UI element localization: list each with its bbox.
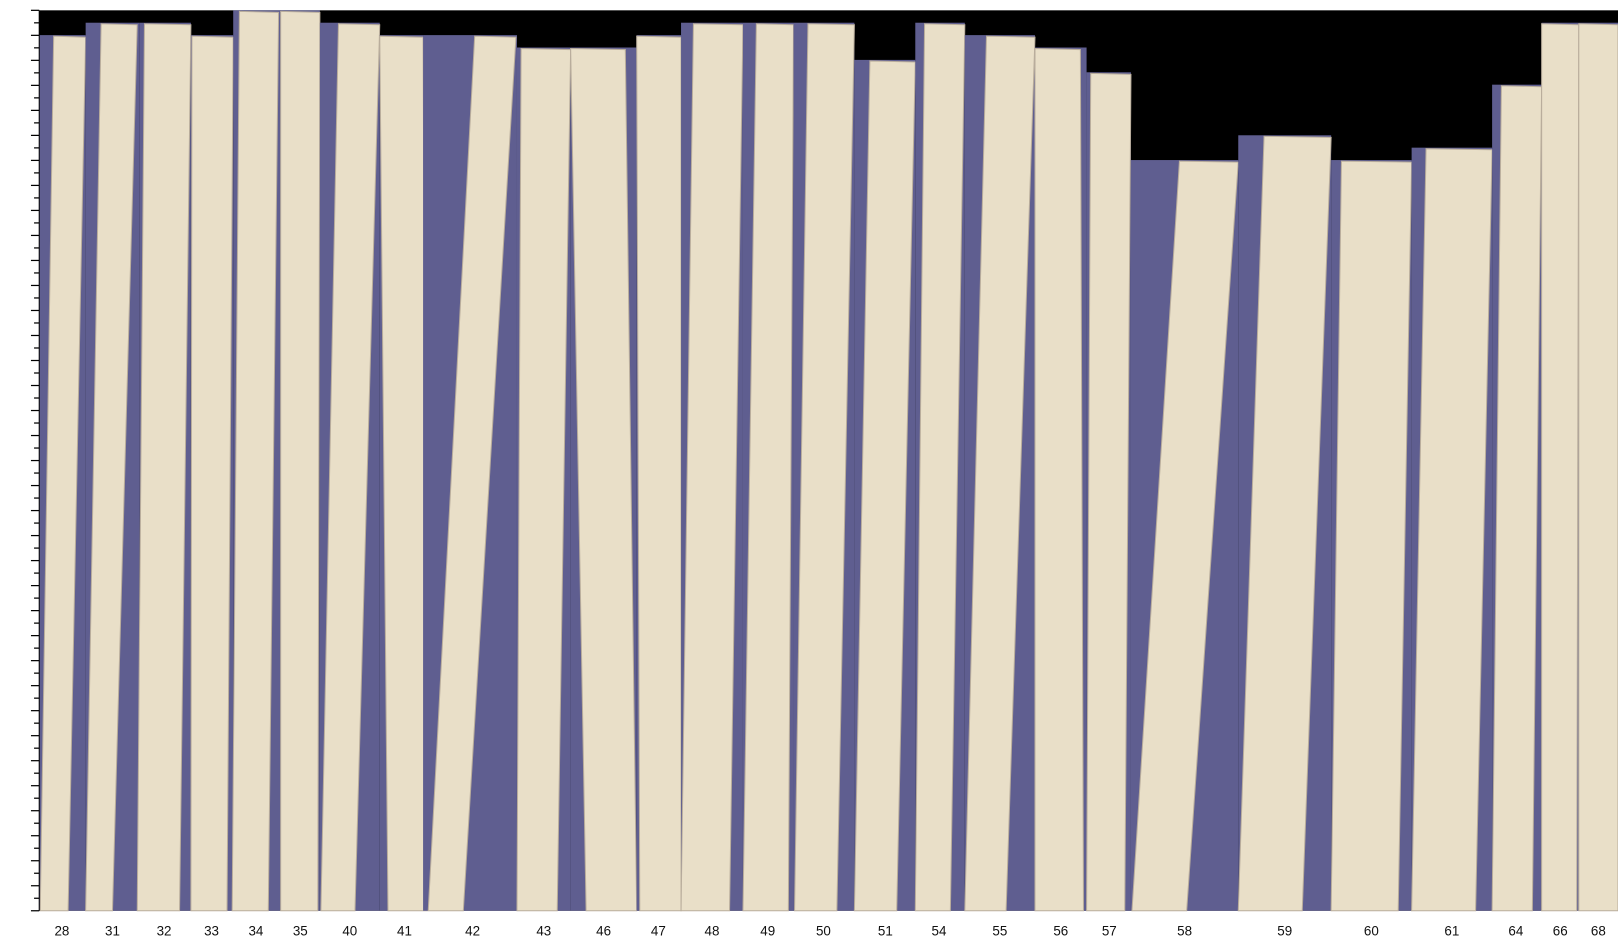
board-column-64[interactable]: [1491, 84, 1543, 912]
column-label: 58: [1177, 924, 1192, 939]
board-column-32[interactable]: [136, 22, 192, 912]
column-label: 54: [932, 924, 947, 939]
column-label: 31: [105, 924, 120, 939]
column-label: 61: [1444, 924, 1459, 939]
board[interactable]: [853, 60, 916, 912]
board[interactable]: [636, 35, 682, 912]
column-label: 56: [1053, 924, 1068, 939]
board[interactable]: [1411, 148, 1493, 912]
board-column-41[interactable]: [379, 35, 428, 912]
board[interactable]: [427, 35, 517, 912]
board[interactable]: [794, 23, 855, 912]
board[interactable]: [231, 10, 280, 912]
board-column-35[interactable]: [280, 10, 321, 912]
board-column-54[interactable]: [914, 22, 966, 912]
board-column-31[interactable]: [85, 22, 140, 912]
column-label: 55: [992, 924, 1007, 939]
column-label: 47: [651, 924, 666, 939]
column-label: 60: [1364, 924, 1379, 939]
board-column-57[interactable]: [1086, 72, 1132, 912]
board[interactable]: [320, 23, 381, 912]
board[interactable]: [1131, 160, 1239, 912]
board-column-58[interactable]: [1130, 160, 1239, 912]
board-column-33[interactable]: [190, 35, 234, 912]
board-column-48[interactable]: [680, 22, 744, 912]
board-column-51[interactable]: [853, 59, 916, 912]
board-column-56[interactable]: [1034, 47, 1087, 912]
column-label: 40: [342, 924, 357, 939]
column-label: 43: [536, 924, 551, 939]
board[interactable]: [1541, 23, 1580, 912]
board-column-34[interactable]: [231, 10, 281, 912]
board[interactable]: [1491, 85, 1543, 912]
column-label: 64: [1508, 924, 1523, 939]
column-label: 57: [1102, 924, 1117, 939]
board[interactable]: [1578, 23, 1618, 912]
column-label: 50: [816, 924, 831, 939]
column-label: 68: [1591, 924, 1606, 939]
board-column-42[interactable]: [423, 35, 517, 912]
board-column-43[interactable]: [516, 47, 572, 912]
board[interactable]: [1034, 48, 1084, 912]
board-column-40[interactable]: [319, 22, 381, 912]
column-label: 34: [248, 924, 263, 939]
board-column-61[interactable]: [1411, 147, 1493, 912]
board-column-49[interactable]: [742, 22, 795, 912]
board-column-46[interactable]: [570, 47, 638, 912]
board[interactable]: [1330, 160, 1413, 912]
column-label: 41: [397, 924, 412, 939]
board-column-60[interactable]: [1330, 160, 1413, 912]
board[interactable]: [1086, 72, 1132, 912]
board-column-68[interactable]: [1578, 22, 1618, 912]
board-column-55[interactable]: [964, 35, 1036, 912]
column-label: 35: [293, 924, 308, 939]
board[interactable]: [742, 23, 795, 912]
board-column-66[interactable]: [1541, 22, 1580, 912]
y-axis: [30, 9, 40, 912]
column-label: 66: [1553, 924, 1568, 939]
board[interactable]: [190, 35, 234, 912]
column-label: 48: [705, 924, 720, 939]
column-label: 33: [204, 924, 219, 939]
x-axis-labels: 28 31 32 33 34 35 40 41 42 43 46 47 48 49 50 51 54 55 56 57…: [54, 924, 1605, 939]
column-label: 46: [596, 924, 611, 939]
board[interactable]: [680, 23, 744, 912]
board[interactable]: [914, 23, 966, 912]
column-label: 51: [878, 924, 893, 939]
board[interactable]: [964, 35, 1036, 912]
column-label: 42: [465, 924, 480, 939]
board[interactable]: [85, 23, 138, 912]
column-label: 49: [760, 924, 775, 939]
column-label: 59: [1277, 924, 1292, 939]
board[interactable]: [39, 35, 87, 912]
board[interactable]: [516, 48, 572, 912]
board-column-47[interactable]: [636, 35, 682, 912]
board[interactable]: [136, 23, 192, 912]
column-label: 32: [157, 924, 172, 939]
column-label: 28: [54, 924, 69, 939]
board[interactable]: [280, 10, 321, 912]
board-column-28[interactable]: [39, 35, 87, 912]
board[interactable]: [1237, 135, 1332, 912]
board-column-59[interactable]: [1237, 135, 1332, 912]
board[interactable]: [379, 35, 428, 912]
board-column-50[interactable]: [793, 22, 855, 912]
